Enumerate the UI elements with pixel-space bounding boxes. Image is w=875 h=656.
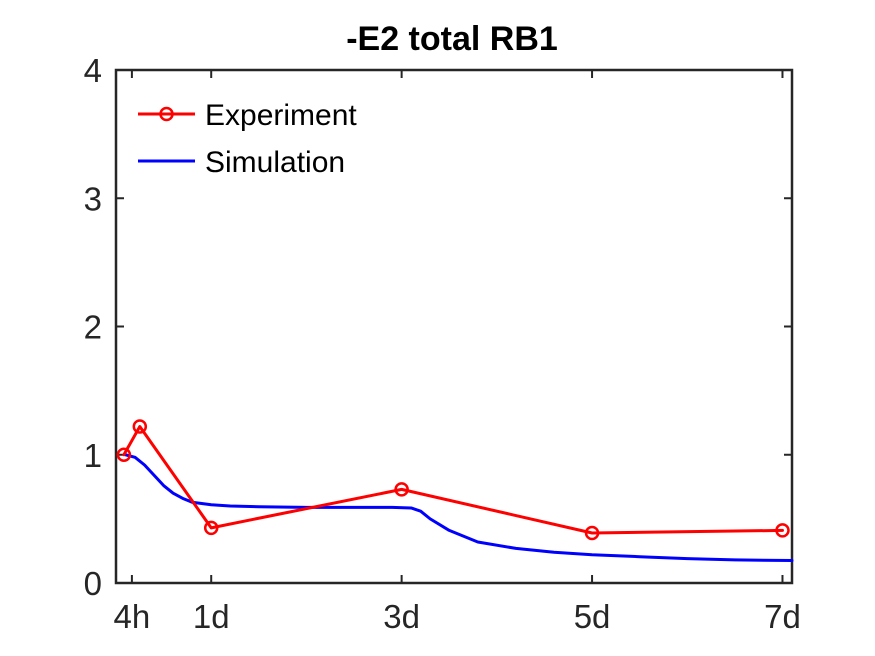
simulation-line: [124, 453, 794, 563]
experiment-point: [116, 447, 132, 462]
legend-simulation-label: Simulation: [205, 146, 345, 179]
experiment-point: [203, 520, 219, 536]
experiment-point: [775, 523, 790, 538]
y-tick-label: 3: [84, 180, 102, 217]
experiment-point: [584, 525, 600, 541]
chart-title: -E2 total RB1: [346, 20, 558, 58]
x-tick-label: 3d: [383, 598, 420, 635]
experiment-point: [394, 482, 409, 497]
plot-area: 4h 1d 3d 5d 7d 0 1 2 3 4: [84, 52, 801, 635]
x-tick-label: 1d: [193, 598, 230, 635]
legend: Experiment Simulation: [138, 99, 357, 179]
y-tick-label: 1: [84, 437, 102, 474]
x-tick-label: 4h: [114, 598, 151, 635]
legend-experiment-label: Experiment: [205, 99, 357, 132]
x-tick-label: 7d: [764, 598, 801, 635]
legend-experiment-marker: [159, 106, 174, 122]
y-tick-label: 2: [84, 309, 102, 346]
x-tick-label: 5d: [574, 598, 611, 635]
experiment-line: [122, 425, 784, 535]
y-tick-label: 0: [84, 565, 102, 602]
y-tick-label: 4: [84, 52, 102, 89]
experiment-point: [132, 419, 148, 434]
